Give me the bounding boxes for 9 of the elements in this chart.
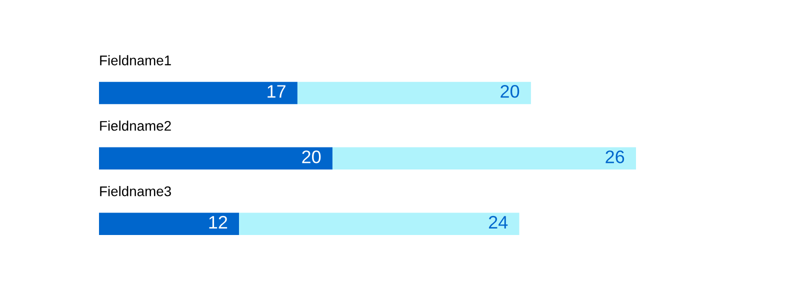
data-label: 20	[302, 150, 321, 164]
y-tick-label: Fieldname2	[100, 120, 171, 131]
data-label: 20	[500, 85, 520, 98]
data-label: 17	[268, 85, 286, 98]
data-label: 12	[209, 216, 228, 229]
data-label: 26	[606, 150, 624, 164]
y-tick-label: Fieldname3	[100, 186, 171, 196]
y-tick-label: Fieldname1	[100, 55, 171, 66]
data-label: 24	[488, 216, 508, 229]
